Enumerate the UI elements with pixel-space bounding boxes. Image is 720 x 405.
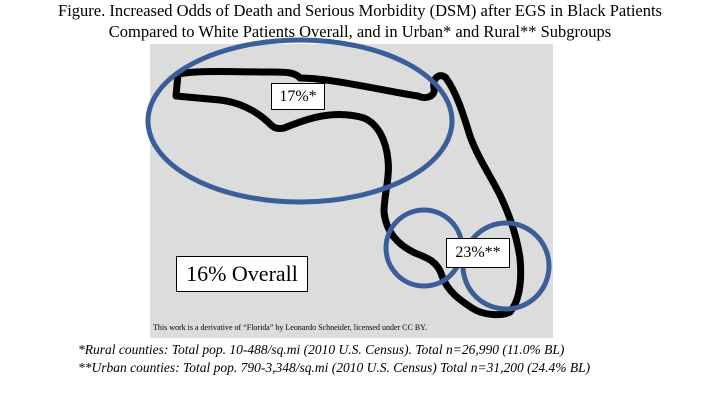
south-rate-label: 23%** [446, 238, 510, 268]
urban-footnote: **Urban counties: Total pop. 790-3,348/s… [78, 360, 591, 375]
north-florida-circle [145, 37, 455, 205]
overall-rate-label: 16% Overall [176, 256, 308, 292]
rural-footnote: *Rural counties: Total pop. 10-488/sq.mi… [78, 342, 565, 357]
figure-title: Figure. Increased Odds of Death and Seri… [0, 0, 720, 42]
title-line-1: Figure. Increased Odds of Death and Seri… [58, 1, 662, 20]
image-credit: This work is a derivative of “Florida” b… [153, 323, 427, 332]
north-rate-label: 17%* [271, 83, 325, 110]
title-line-2: Compared to White Patients Overall, and … [108, 22, 612, 41]
